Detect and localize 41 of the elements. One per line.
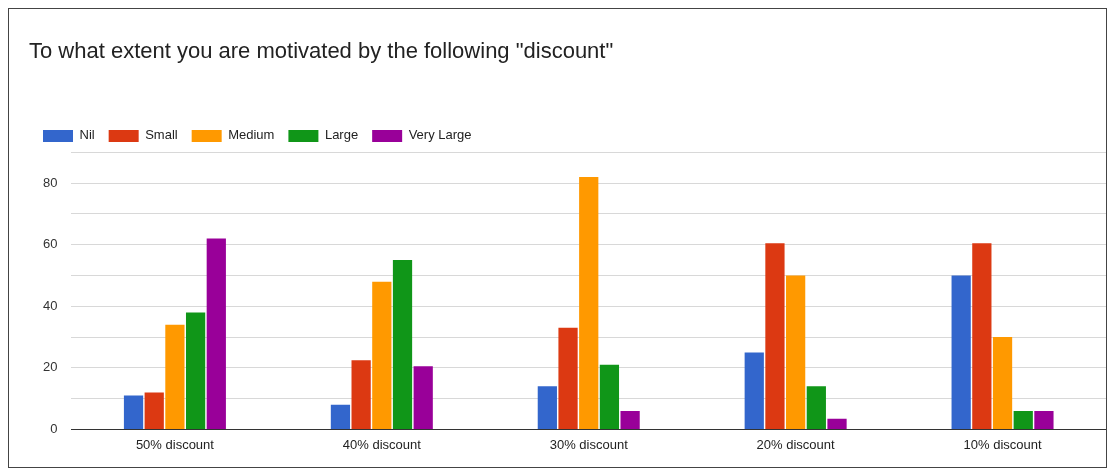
y-tick-label: 0 <box>50 420 58 436</box>
bar <box>330 404 351 429</box>
legend-label: Very Large <box>408 127 472 143</box>
bar <box>992 337 1013 429</box>
bar <box>123 395 144 429</box>
bar <box>372 281 392 429</box>
x-tick-label: 30% discount <box>549 436 629 452</box>
bar <box>558 327 578 429</box>
legend-label: Large <box>324 127 359 143</box>
bar <box>827 418 847 429</box>
legend-label: Small <box>145 127 178 143</box>
bar <box>786 275 806 429</box>
chart-title: To what extent you are motivated by the following "discount" <box>29 38 614 64</box>
bar <box>144 392 164 429</box>
bar <box>620 410 640 429</box>
bar <box>206 238 226 429</box>
x-tick-label: 40% discount <box>342 436 422 452</box>
bar <box>185 312 206 429</box>
bar <box>537 386 557 429</box>
bar <box>1034 410 1054 429</box>
legend-label: Medium <box>228 127 275 143</box>
x-tick-label: 50% discount <box>135 436 215 452</box>
bar <box>744 352 764 429</box>
y-tick-label: 60 <box>42 236 58 252</box>
bar <box>413 366 433 429</box>
bar <box>579 177 599 429</box>
bar <box>392 260 413 429</box>
x-tick-label: 20% discount <box>756 436 836 452</box>
bar <box>1013 410 1033 429</box>
bar <box>351 360 371 429</box>
bar <box>165 324 185 429</box>
y-tick-label: 80 <box>42 174 58 190</box>
legend-label: Nil <box>79 127 95 143</box>
bar <box>951 275 971 429</box>
bar <box>972 243 992 429</box>
x-tick-label: 10% discount <box>963 436 1042 452</box>
bar <box>599 364 620 429</box>
bar <box>765 243 785 429</box>
y-tick-label: 20 <box>42 359 58 375</box>
bar <box>806 386 826 429</box>
y-tick-label: 40 <box>42 297 58 313</box>
